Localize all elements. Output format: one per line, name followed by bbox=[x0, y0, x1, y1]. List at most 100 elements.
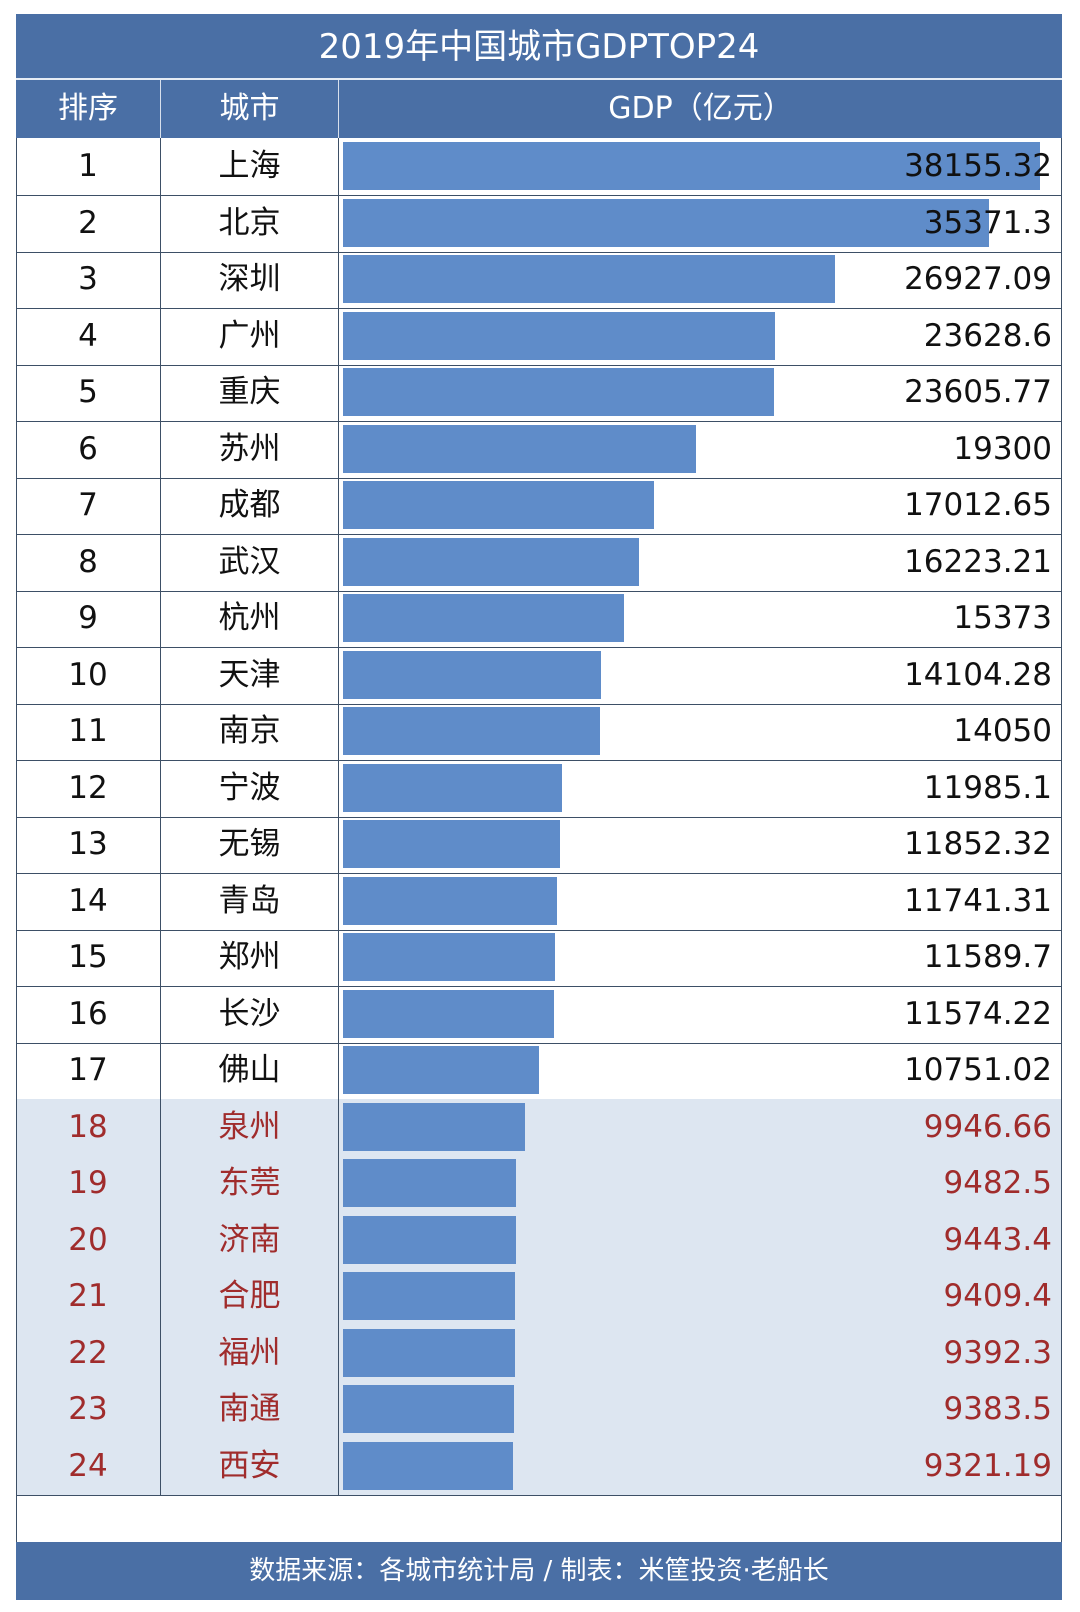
gdp-value-label: 11852.32 bbox=[904, 826, 1052, 862]
gdp-bar bbox=[343, 933, 555, 981]
rank-cell: 16 bbox=[16, 985, 161, 1043]
gdp-value-label: 10751.02 bbox=[904, 1052, 1052, 1088]
city-cell: 郑州 bbox=[161, 929, 339, 986]
gdp-cell: 23605.77 bbox=[339, 364, 1062, 421]
rank-cell: 11 bbox=[16, 703, 161, 760]
header-rank: 排序 bbox=[16, 80, 161, 138]
city-cell: 长沙 bbox=[161, 985, 339, 1043]
city-cell: 杭州 bbox=[161, 590, 339, 647]
city-cell: 福州 bbox=[161, 1324, 339, 1382]
gdp-bar bbox=[343, 424, 696, 473]
table-row: 3 深圳 26927.09 bbox=[16, 251, 1062, 309]
table-row: 2 北京 35371.3 bbox=[16, 194, 1062, 253]
header-gdp: GDP（亿元） bbox=[608, 91, 793, 126]
gdp-bar bbox=[343, 481, 654, 529]
rank-cell: 2 bbox=[16, 194, 161, 252]
rank-cell: 22 bbox=[16, 1324, 161, 1382]
rank-cell: 15 bbox=[16, 929, 161, 986]
rank-cell: 8 bbox=[16, 533, 161, 591]
rank-cell: 18 bbox=[16, 1098, 161, 1156]
gdp-value-label: 19300 bbox=[953, 430, 1052, 467]
city-cell: 上海 bbox=[161, 138, 339, 195]
gdp-value-label: 17012.65 bbox=[904, 487, 1052, 523]
city-cell: 泉州 bbox=[161, 1098, 339, 1156]
table-row: 15 郑州 11589.7 bbox=[16, 929, 1062, 987]
rank-cell: 10 bbox=[16, 646, 161, 704]
rank-cell: 9 bbox=[16, 590, 161, 647]
table-row: 17 佛山 10751.02 bbox=[16, 1042, 1062, 1100]
gdp-bar bbox=[343, 537, 639, 586]
gdp-cell: 14104.28 bbox=[339, 647, 1062, 704]
rank-cell: 5 bbox=[16, 364, 161, 421]
table-row: 9 杭州 15373 bbox=[16, 590, 1062, 648]
header-city: 城市 bbox=[161, 80, 339, 138]
gdp-bar bbox=[343, 1328, 515, 1377]
gdp-bar bbox=[343, 1385, 514, 1433]
city-cell: 南通 bbox=[161, 1381, 339, 1438]
rank-cell: 6 bbox=[16, 420, 161, 478]
rank-cell: 12 bbox=[16, 759, 161, 817]
gdp-value-label: 9321.19 bbox=[923, 1447, 1052, 1484]
gdp-value-label: 9482.5 bbox=[943, 1165, 1052, 1201]
gdp-value-label: 38155.32 bbox=[904, 148, 1052, 184]
gdp-cell: 15373 bbox=[339, 590, 1062, 647]
gdp-cell: 11741.31 bbox=[339, 873, 1062, 930]
gdp-table: 2019年中国城市GDPTOP24 排序 城市 GDP（亿元） 1 上海 38155… bbox=[16, 14, 1062, 1602]
gdp-value-label: 9946.66 bbox=[923, 1108, 1052, 1145]
gdp-cell: 14050 bbox=[339, 703, 1062, 760]
rank-cell: 17 bbox=[16, 1042, 161, 1099]
page-title: 2019年中国城市GDPTOP24 bbox=[16, 14, 1062, 80]
table-row: 22 福州 9392.3 bbox=[16, 1324, 1062, 1383]
gdp-bar bbox=[343, 594, 624, 642]
table-row: 6 苏州 19300 bbox=[16, 420, 1062, 479]
gdp-value-label: 9443.4 bbox=[943, 1221, 1052, 1258]
gdp-value-label: 26927.09 bbox=[904, 261, 1052, 297]
city-cell: 佛山 bbox=[161, 1042, 339, 1099]
gdp-cell: 11574.22 bbox=[339, 986, 1062, 1043]
gdp-bar bbox=[343, 142, 1040, 190]
rank-cell: 20 bbox=[16, 1211, 161, 1269]
city-cell: 重庆 bbox=[161, 364, 339, 421]
gdp-bar bbox=[343, 763, 562, 812]
gdp-bar bbox=[343, 1441, 513, 1490]
rank-cell: 7 bbox=[16, 477, 161, 534]
city-cell: 苏州 bbox=[161, 420, 339, 478]
city-cell: 宁波 bbox=[161, 759, 339, 817]
gdp-bar bbox=[343, 707, 600, 755]
gdp-value-label: 23605.77 bbox=[904, 374, 1052, 410]
city-cell: 青岛 bbox=[161, 872, 339, 930]
gdp-bar bbox=[343, 368, 774, 416]
gdp-cell: 11589.7 bbox=[339, 929, 1062, 986]
gdp-value-label: 35371.3 bbox=[923, 204, 1052, 241]
table-row: 7 成都 17012.65 bbox=[16, 477, 1062, 535]
table-row: 20 济南 9443.4 bbox=[16, 1211, 1062, 1270]
gdp-value-label: 11985.1 bbox=[923, 769, 1052, 806]
gdp-cell: 19300 bbox=[339, 421, 1062, 478]
table-row: 23 南通 9383.5 bbox=[16, 1381, 1062, 1439]
rank-cell: 24 bbox=[16, 1437, 161, 1495]
rank-cell: 4 bbox=[16, 307, 161, 365]
table-header: 排序 城市 GDP（亿元） bbox=[16, 80, 1062, 138]
gdp-cell: 38155.32 bbox=[339, 138, 1062, 195]
city-cell: 无锡 bbox=[161, 816, 339, 873]
table-left-border bbox=[16, 138, 17, 1542]
gdp-bar bbox=[343, 1159, 516, 1207]
gdp-cell: 26927.09 bbox=[339, 251, 1062, 308]
gdp-cell: 9321.19 bbox=[339, 1438, 1062, 1495]
gdp-bar bbox=[343, 1215, 516, 1264]
city-cell: 东莞 bbox=[161, 1155, 339, 1212]
gdp-cell: 9392.3 bbox=[339, 1325, 1062, 1382]
gdp-bar bbox=[343, 820, 560, 868]
gdp-value-label: 14104.28 bbox=[904, 656, 1052, 693]
table-row: 12 宁波 11985.1 bbox=[16, 759, 1062, 818]
rank-cell: 13 bbox=[16, 816, 161, 873]
gdp-value-label: 11574.22 bbox=[904, 995, 1052, 1032]
city-cell: 广州 bbox=[161, 307, 339, 365]
table-row: 1 上海 38155.32 bbox=[16, 138, 1062, 196]
rank-cell: 1 bbox=[16, 138, 161, 195]
city-cell: 合肥 bbox=[161, 1268, 339, 1325]
table-row: 14 青岛 11741.31 bbox=[16, 872, 1062, 931]
gdp-cell: 11852.32 bbox=[339, 816, 1062, 873]
table-row: 24 西安 9321.19 bbox=[16, 1437, 1062, 1496]
gdp-value-label: 23628.6 bbox=[923, 317, 1052, 354]
